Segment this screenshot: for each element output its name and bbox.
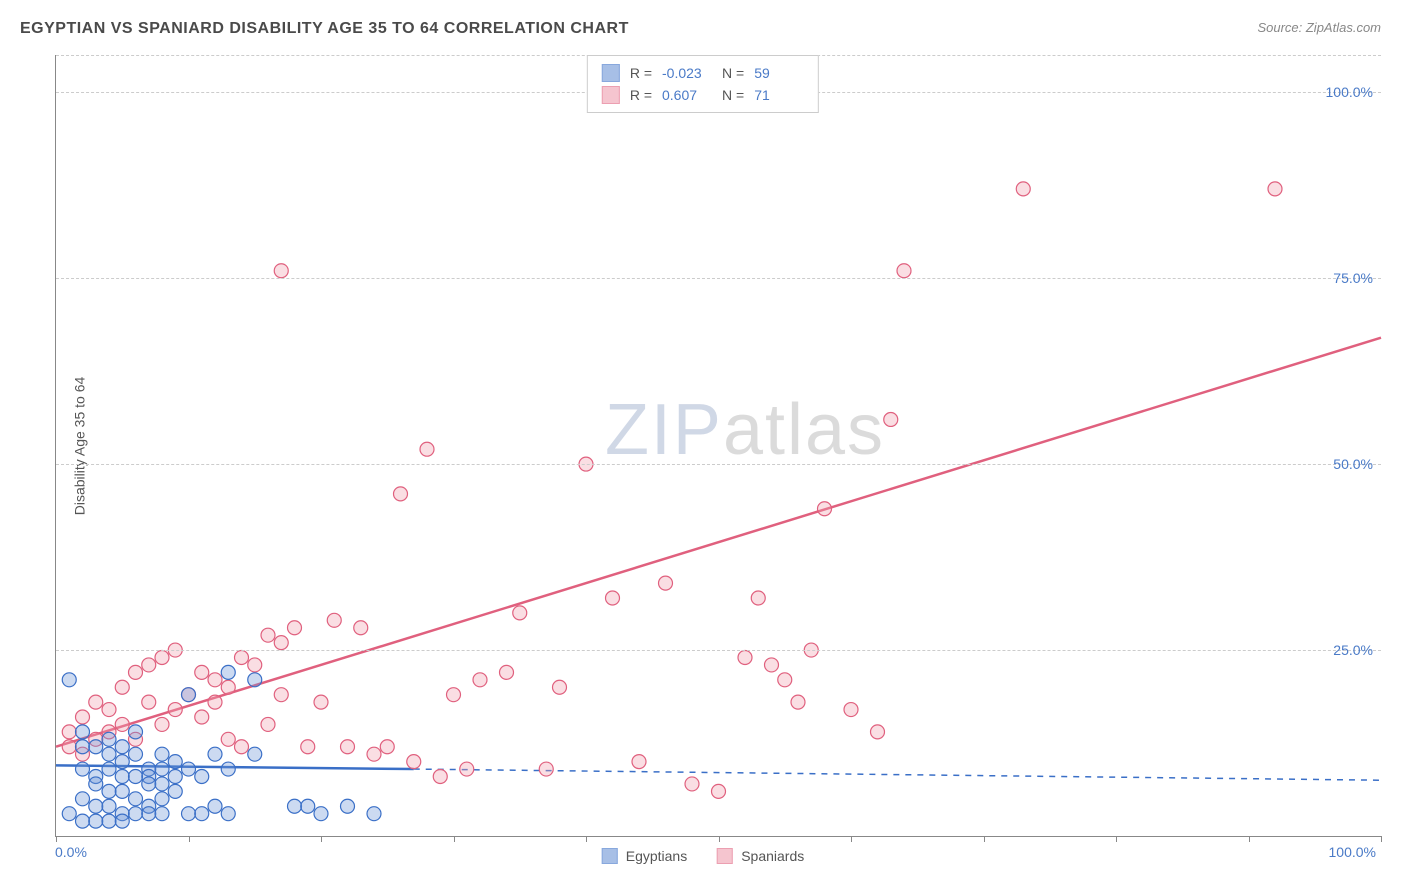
y-tick-label: 50.0% [1333, 456, 1373, 472]
legend-item-egyptians: Egyptians [602, 848, 687, 864]
x-tick [984, 836, 985, 842]
x-tick [1116, 836, 1117, 842]
legend: Egyptians Spaniards [602, 848, 805, 864]
plot-area: ZIPatlas 25.0%50.0%75.0%100.0% [55, 55, 1381, 837]
scatter-svg [56, 55, 1381, 836]
legend-label-spaniards: Spaniards [741, 848, 804, 864]
stats-N-label: N = [722, 65, 744, 81]
stats-N-spaniards: 71 [754, 87, 804, 103]
x-tick [586, 836, 587, 842]
x-tick [321, 836, 322, 842]
stats-R-label: R = [630, 65, 652, 81]
x-tick [189, 836, 190, 842]
stats-N-egyptians: 59 [754, 65, 804, 81]
grid-line [56, 650, 1381, 651]
legend-swatch-spaniards [717, 848, 733, 864]
source-attribution: Source: ZipAtlas.com [1257, 20, 1381, 35]
stats-N-label: N = [722, 87, 744, 103]
stats-row-egyptians: R = -0.023 N = 59 [602, 62, 804, 84]
x-tick [454, 836, 455, 842]
stats-R-spaniards: 0.607 [662, 87, 712, 103]
x-tick [1249, 836, 1250, 842]
x-axis-max-label: 100.0% [1329, 844, 1376, 860]
legend-item-spaniards: Spaniards [717, 848, 804, 864]
stats-row-spaniards: R = 0.607 N = 71 [602, 84, 804, 106]
legend-swatch-egyptians [602, 848, 618, 864]
stats-R-egyptians: -0.023 [662, 65, 712, 81]
legend-label-egyptians: Egyptians [626, 848, 687, 864]
x-tick [719, 836, 720, 842]
grid-line [56, 278, 1381, 279]
x-tick [56, 836, 57, 842]
x-tick [851, 836, 852, 842]
stats-swatch-egyptians [602, 64, 620, 82]
chart-title: EGYPTIAN VS SPANIARD DISABILITY AGE 35 T… [20, 20, 629, 38]
x-tick [1381, 836, 1382, 842]
stats-R-label: R = [630, 87, 652, 103]
y-tick-label: 25.0% [1333, 642, 1373, 658]
stats-swatch-spaniards [602, 86, 620, 104]
x-axis-min-label: 0.0% [55, 844, 87, 860]
y-tick-label: 75.0% [1333, 270, 1373, 286]
y-tick-label: 100.0% [1326, 84, 1373, 100]
grid-line [56, 464, 1381, 465]
correlation-stats-box: R = -0.023 N = 59 R = 0.607 N = 71 [587, 55, 819, 113]
